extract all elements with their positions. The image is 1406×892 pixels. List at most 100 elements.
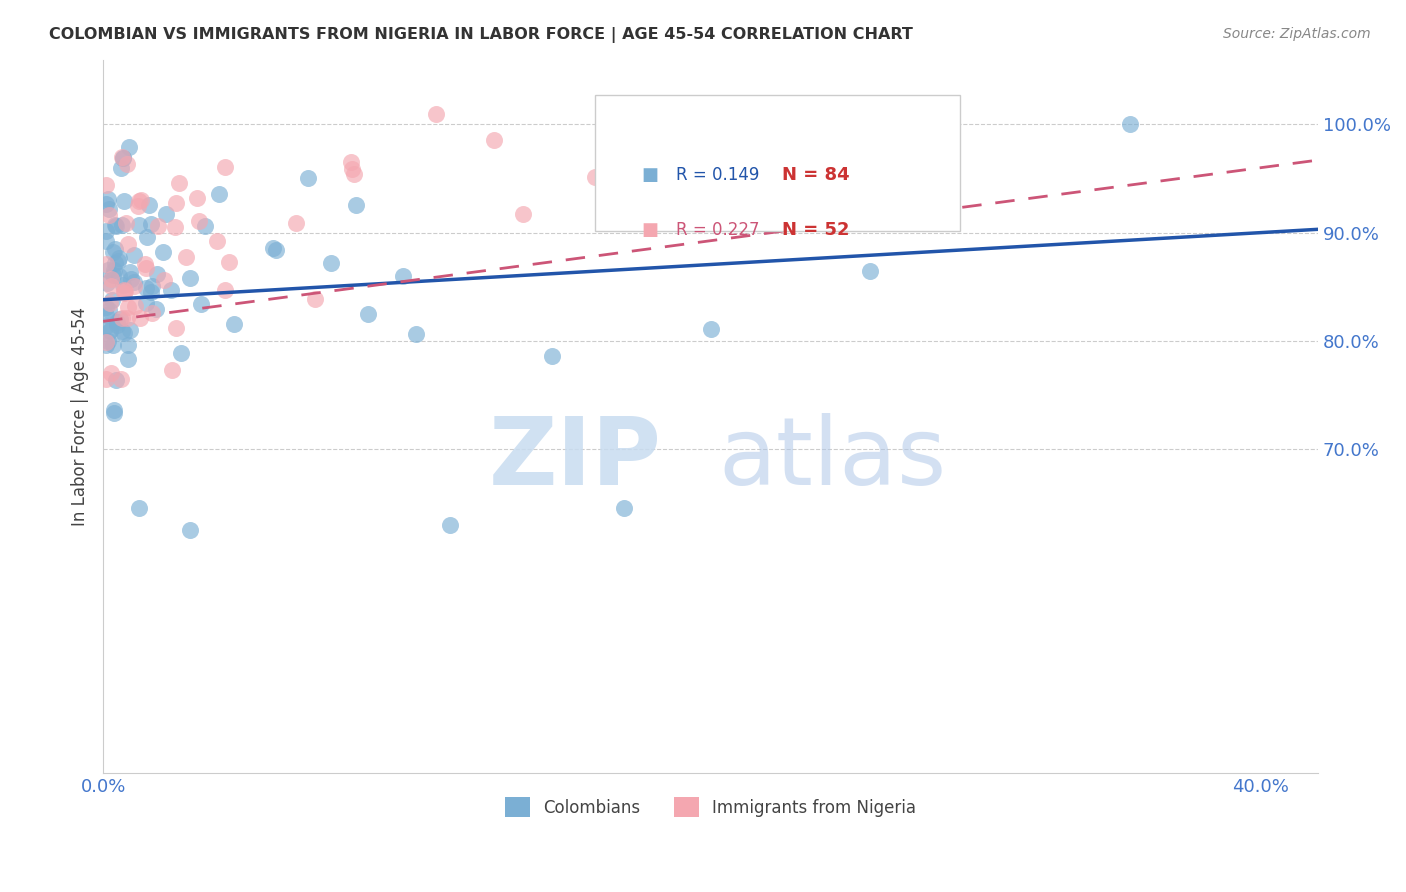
Point [100,366,122,380]
Text: ■: ■ [641,220,658,239]
Point [94,197,117,211]
Point [117,337,139,351]
Point [107,253,129,268]
Point [128,501,150,516]
Point [194,219,217,233]
Point [167,176,190,190]
Point [214,160,236,174]
Point [297,171,319,186]
Point [97,303,120,318]
Point [110,161,132,175]
Point [111,151,134,165]
Point [110,372,132,386]
Point [97,202,120,216]
Point [482,133,505,147]
Point [344,198,367,212]
Point [120,265,142,279]
Point [111,218,134,232]
Point [94,234,117,248]
Point [141,279,163,293]
Point [96,300,118,314]
Point [117,301,139,315]
Point [165,321,187,335]
Point [218,254,240,268]
Point [699,322,721,336]
Point [94,338,117,352]
Point [96,277,118,291]
Point [190,297,212,311]
Text: N = 84: N = 84 [782,166,849,184]
Point [97,193,120,207]
Point [120,323,142,337]
Point [188,213,211,227]
Point [112,194,135,209]
Point [105,219,128,233]
Text: COLOMBIAN VS IMMIGRANTS FROM NIGERIA IN LABOR FORCE | AGE 45-54 CORRELATION CHAR: COLOMBIAN VS IMMIGRANTS FROM NIGERIA IN … [49,27,912,43]
Point [285,216,308,230]
Point [391,269,413,284]
Point [205,234,228,248]
Point [94,223,117,237]
Point [145,301,167,316]
Point [165,220,187,235]
Point [94,318,117,333]
Point [111,310,134,325]
Point [96,335,118,350]
Point [153,273,176,287]
Point [114,285,136,300]
Point [405,327,427,342]
Point [583,169,606,184]
Point [186,191,208,205]
Point [120,271,142,285]
Point [128,194,150,208]
Point [540,350,562,364]
Point [135,230,157,244]
Point [357,307,380,321]
Point [103,403,125,417]
Legend: Colombians, Immigrants from Nigeria: Colombians, Immigrants from Nigeria [496,789,925,826]
Text: Source: ZipAtlas.com: Source: ZipAtlas.com [1223,27,1371,41]
Point [1119,118,1142,132]
Point [98,324,121,338]
Point [101,293,124,307]
Point [103,406,125,420]
Text: atlas: atlas [718,413,946,506]
Point [98,295,121,310]
Point [117,236,139,251]
Point [98,323,121,337]
Point [94,372,117,386]
Point [108,312,131,326]
FancyBboxPatch shape [595,95,960,231]
Point [112,326,135,340]
Point [425,106,447,120]
Point [97,263,120,277]
Point [104,372,127,386]
Point [114,285,136,299]
Point [319,256,342,270]
Point [152,245,174,260]
Y-axis label: In Labor Force | Age 45-54: In Labor Force | Age 45-54 [72,307,89,526]
Point [174,250,197,264]
Text: N = 52: N = 52 [782,220,849,239]
Point [129,193,152,207]
Point [127,199,149,213]
Point [94,257,117,271]
Point [104,242,127,256]
Point [155,207,177,221]
Point [122,275,145,289]
Point [112,283,135,297]
Point [134,257,156,271]
Point [94,308,117,322]
Point [165,195,187,210]
Point [340,161,363,176]
Text: ■: ■ [641,166,658,184]
Point [613,501,636,516]
Point [339,155,361,169]
Point [115,311,138,326]
Point [103,245,125,260]
Point [111,150,134,164]
Point [439,517,461,532]
Point [138,198,160,212]
Point [224,317,246,331]
Point [103,338,125,352]
